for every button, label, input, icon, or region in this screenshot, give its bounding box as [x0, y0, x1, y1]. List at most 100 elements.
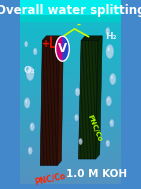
- Circle shape: [56, 36, 69, 61]
- Text: Overall water splitting: Overall water splitting: [0, 4, 141, 17]
- Circle shape: [60, 44, 65, 54]
- Circle shape: [107, 98, 109, 101]
- Circle shape: [56, 37, 69, 60]
- Circle shape: [56, 38, 69, 60]
- Bar: [20, 32, 121, 34]
- Bar: [20, 172, 121, 175]
- Circle shape: [28, 147, 32, 154]
- Bar: [20, 110, 121, 113]
- Circle shape: [58, 41, 67, 57]
- Bar: [20, 55, 121, 57]
- Bar: [20, 50, 121, 53]
- Bar: [20, 99, 121, 101]
- Bar: [20, 30, 121, 32]
- Bar: [20, 131, 121, 133]
- Circle shape: [58, 41, 67, 57]
- Bar: [20, 76, 121, 78]
- Circle shape: [34, 50, 35, 51]
- Circle shape: [57, 38, 68, 59]
- Circle shape: [75, 88, 80, 96]
- Bar: [20, 124, 121, 126]
- Bar: [20, 14, 121, 16]
- Bar: [20, 34, 121, 37]
- Polygon shape: [62, 36, 69, 61]
- Bar: [20, 122, 121, 124]
- Bar: [20, 83, 121, 85]
- Bar: [20, 7, 121, 9]
- Circle shape: [80, 140, 81, 141]
- Bar: [20, 165, 121, 168]
- Circle shape: [30, 123, 34, 131]
- Circle shape: [107, 141, 108, 143]
- Circle shape: [58, 40, 67, 58]
- Bar: [20, 126, 121, 129]
- Bar: [20, 108, 121, 110]
- Text: H₂: H₂: [105, 32, 117, 41]
- Circle shape: [75, 114, 78, 121]
- Circle shape: [57, 39, 68, 59]
- Circle shape: [62, 48, 63, 49]
- Circle shape: [26, 67, 34, 81]
- Bar: [20, 46, 121, 48]
- Bar: [20, 143, 121, 145]
- Bar: [20, 18, 121, 21]
- Bar: [20, 145, 121, 147]
- Bar: [20, 168, 121, 170]
- Bar: [20, 156, 121, 159]
- Circle shape: [58, 40, 67, 57]
- Bar: [20, 152, 121, 154]
- Circle shape: [33, 48, 37, 55]
- Bar: [20, 179, 121, 181]
- Circle shape: [57, 39, 68, 58]
- Bar: [20, 23, 121, 25]
- Circle shape: [107, 29, 108, 31]
- Bar: [20, 175, 121, 177]
- Circle shape: [29, 149, 30, 151]
- Circle shape: [28, 69, 30, 73]
- Circle shape: [60, 44, 65, 53]
- Text: +: +: [42, 39, 50, 49]
- Circle shape: [106, 28, 110, 35]
- Circle shape: [61, 47, 64, 51]
- Circle shape: [110, 74, 116, 84]
- Text: PNC/Co: PNC/Co: [33, 171, 66, 186]
- Circle shape: [59, 42, 66, 55]
- Bar: [20, 15, 121, 22]
- Bar: [20, 12, 121, 14]
- Bar: [20, 161, 121, 163]
- Bar: [20, 138, 121, 140]
- Polygon shape: [57, 36, 63, 165]
- Circle shape: [24, 98, 30, 108]
- Bar: [20, 163, 121, 165]
- Bar: [20, 37, 121, 39]
- Circle shape: [106, 140, 110, 147]
- Bar: [20, 62, 121, 64]
- Bar: [20, 0, 121, 15]
- Bar: [20, 92, 121, 94]
- Bar: [20, 103, 121, 106]
- Circle shape: [25, 41, 28, 47]
- Bar: [20, 53, 121, 55]
- Bar: [20, 69, 121, 71]
- Circle shape: [60, 45, 64, 52]
- Text: PNC/Co: PNC/Co: [87, 113, 103, 142]
- Text: -: -: [77, 20, 81, 30]
- Bar: [20, 0, 121, 2]
- Bar: [20, 149, 121, 152]
- Circle shape: [62, 48, 63, 50]
- Text: O₂: O₂: [23, 66, 35, 75]
- Bar: [20, 181, 121, 184]
- Bar: [20, 87, 121, 90]
- Bar: [20, 115, 121, 117]
- Circle shape: [106, 44, 114, 58]
- Bar: [20, 147, 121, 149]
- Circle shape: [106, 96, 111, 106]
- Bar: [20, 78, 121, 80]
- Bar: [20, 97, 121, 99]
- Circle shape: [59, 42, 66, 56]
- Circle shape: [61, 46, 64, 52]
- Bar: [20, 154, 121, 156]
- Bar: [20, 2, 121, 5]
- Bar: [20, 25, 121, 28]
- Circle shape: [75, 116, 76, 118]
